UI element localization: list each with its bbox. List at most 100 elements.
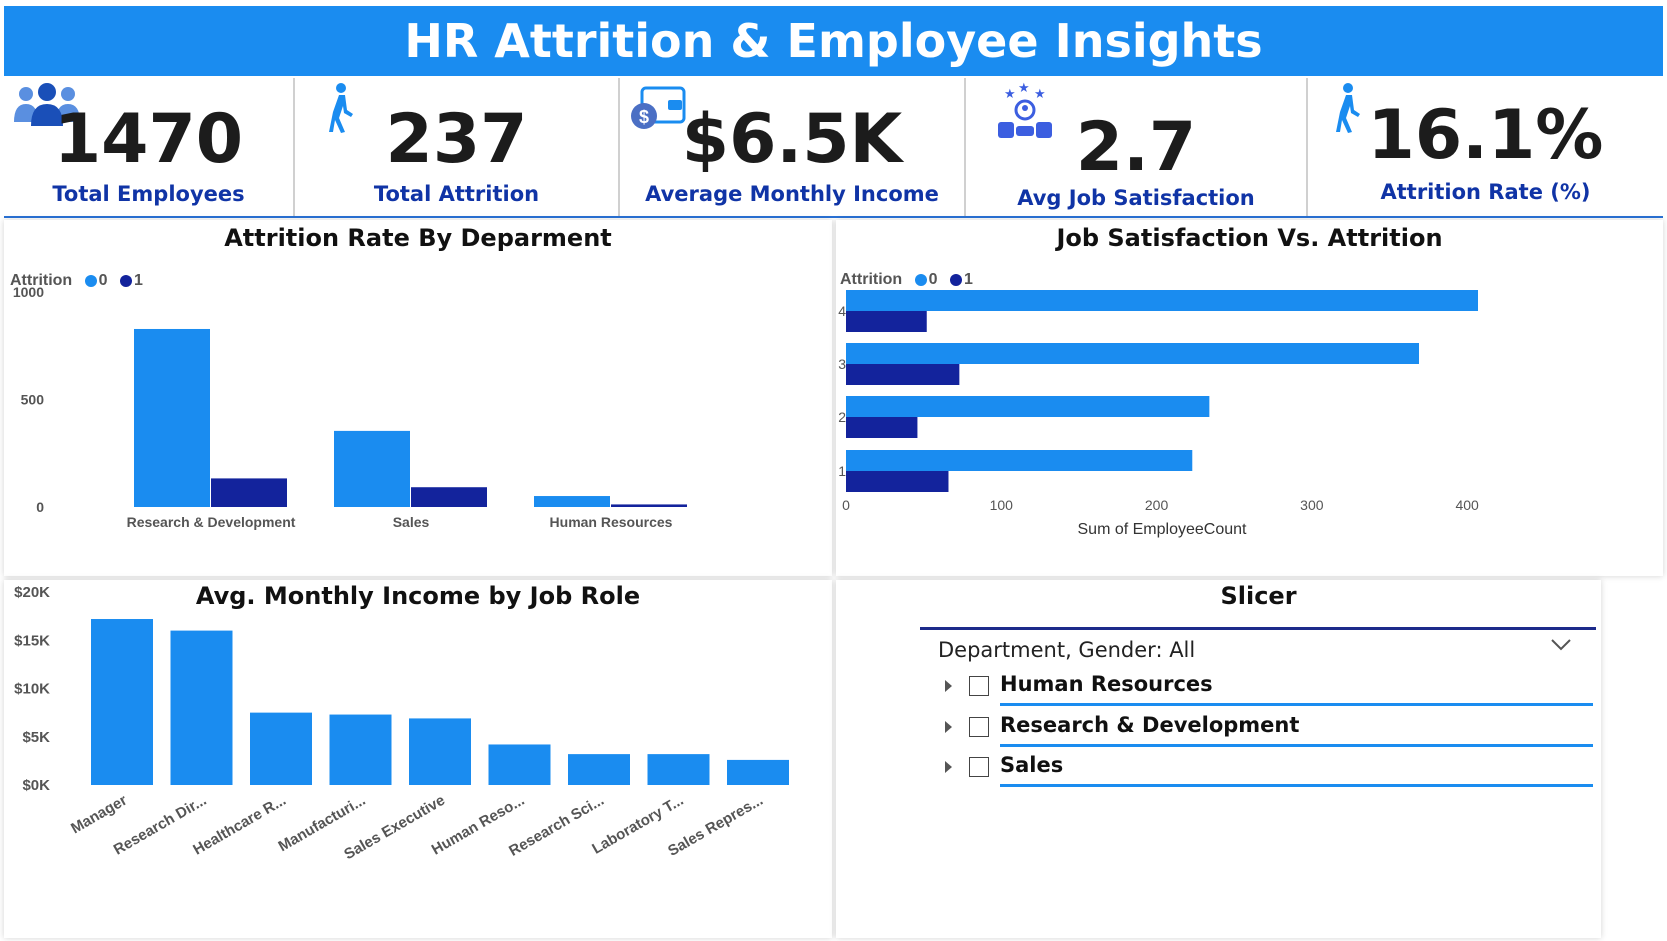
- svg-text:$: $: [639, 107, 649, 127]
- y-tick-label: 3: [838, 356, 846, 372]
- legend-title: Attrition: [840, 271, 903, 288]
- slicer-item-label: Sales: [1000, 753, 1064, 777]
- legend-item-1: 1: [964, 271, 973, 288]
- chevron-down-icon[interactable]: [1550, 636, 1572, 657]
- x-tick-label: Human Resources: [550, 514, 673, 530]
- y-tick-label: $10K: [14, 681, 50, 698]
- bar-0: [846, 450, 1193, 471]
- x-tick-label: 300: [1300, 497, 1324, 513]
- chart-legend: Attrition 0 1: [840, 271, 973, 289]
- kpi-value: $6.5K: [681, 100, 903, 179]
- slicer-item-label: Human Resources: [1000, 672, 1213, 696]
- expand-arrow-icon[interactable]: [945, 680, 952, 692]
- x-tick-label: 400: [1455, 497, 1479, 513]
- checkbox[interactable]: [969, 717, 989, 737]
- y-tick-label: 0: [36, 499, 44, 515]
- x-tick-label: Manager: [68, 792, 130, 838]
- kpi-label: Attrition Rate (%): [1380, 180, 1591, 204]
- x-tick-label: Sales: [393, 514, 430, 530]
- slicer-title: Slicer: [1220, 582, 1297, 610]
- checkbox[interactable]: [969, 757, 989, 777]
- slicer-panel: Slicer: [836, 580, 1601, 938]
- legend-item-1: 1: [134, 272, 143, 289]
- bar-1: [611, 504, 687, 507]
- kpi-card-average-monthly-income: $ $6.5K Average Monthly Income: [620, 78, 966, 217]
- legend-swatch-1: [120, 275, 133, 287]
- y-tick-label: 1000: [13, 284, 44, 300]
- slicer-item-research-development[interactable]: Research & Development: [943, 711, 1593, 747]
- bar-1: [846, 417, 918, 438]
- walking-person-icon: [325, 82, 359, 139]
- rating-thumbs-icon: ★ ★ ★: [996, 80, 1054, 147]
- bar: [170, 630, 233, 785]
- slicer-item-human-resources[interactable]: Human Resources: [943, 670, 1593, 706]
- slicer-item-underline: [1000, 784, 1593, 787]
- slicer-item-underline: [1000, 744, 1593, 747]
- y-tick-label: $0K: [22, 777, 50, 794]
- x-tick-label: 200: [1145, 497, 1169, 513]
- y-tick-label: 4: [838, 303, 846, 319]
- wallet-dollar-icon: $: [628, 82, 688, 137]
- bar: [568, 754, 630, 785]
- legend-item-0: 0: [928, 271, 938, 288]
- bar-0: [846, 343, 1419, 364]
- checkbox[interactable]: [969, 676, 989, 696]
- kpi-value: 16.1%: [1367, 96, 1604, 175]
- legend-title: Attrition: [10, 272, 73, 289]
- svg-text:★: ★: [1018, 82, 1030, 95]
- y-tick-label: 2: [838, 409, 846, 425]
- kpi-card-total-attrition: 237 Total Attrition: [295, 78, 620, 217]
- kpi-label: Total Attrition: [373, 182, 540, 206]
- chart-title: Avg. Monthly Income by Job Role: [195, 582, 641, 610]
- bar-1: [411, 487, 487, 507]
- kpi-value: 1470: [53, 100, 244, 179]
- kpi-card-avg-job-satisfaction: ★ ★ ★ 2.7 Avg Job Satisfaction: [966, 78, 1308, 217]
- kpi-card-total-employees: 1470 Total Employees: [4, 78, 295, 217]
- bar-0: [846, 290, 1478, 311]
- kpi-value: 2.7: [1075, 108, 1197, 187]
- slicer-item-underline: [1000, 703, 1593, 706]
- svg-text:★: ★: [1034, 86, 1046, 101]
- kpi-card-attrition-rate: 16.1% Attrition Rate (%): [1308, 78, 1663, 217]
- legend-swatch-1: [950, 274, 963, 286]
- slicer-header-label: Department, Gender: All: [938, 638, 1196, 662]
- bar: [488, 744, 551, 785]
- chart-attrition-by-department[interactable]: Attrition Rate By Deparment Attrition 0 …: [4, 220, 832, 576]
- walking-person-icon: [1332, 82, 1366, 139]
- y-tick-label: $15K: [14, 632, 50, 649]
- bar-1: [846, 311, 927, 332]
- chart-income-by-job-role[interactable]: Avg. Monthly Income by Job Role $0K $5K $1…: [4, 580, 832, 938]
- kpi-label: Avg Job Satisfaction: [1017, 186, 1255, 210]
- page-title: HR Attrition & Employee Insights: [4, 6, 1663, 76]
- y-tick-label: 1: [838, 463, 846, 479]
- bar: [91, 619, 153, 785]
- bar: [409, 718, 471, 785]
- slicer-item-sales[interactable]: Sales: [943, 751, 1593, 787]
- slicer-header[interactable]: Department, Gender: All: [920, 627, 1596, 672]
- chart-dept-plot: 0 500 1000 Research & Development Sales Human…: [13, 284, 687, 530]
- bar-1: [846, 364, 960, 385]
- chart-legend: Attrition 0 1: [10, 272, 143, 290]
- kpi-value: 237: [385, 100, 528, 179]
- chart-sat-plot: 4 3 2 1 0 100 200 300 400 Sum of EmployeeCount: [838, 290, 1479, 538]
- kpi-divider: [4, 216, 1663, 218]
- x-tick-label: 0: [842, 497, 850, 513]
- bar: [329, 714, 392, 785]
- expand-arrow-icon[interactable]: [945, 721, 952, 733]
- kpi-label: Average Monthly Income: [645, 182, 939, 206]
- bar-0: [334, 430, 410, 507]
- bar-0: [534, 496, 610, 507]
- bar-0: [134, 328, 210, 507]
- chart-job-satisfaction-vs-attrition[interactable]: Job Satisfaction Vs. Attrition Attrition…: [836, 220, 1663, 576]
- y-tick-label: $20K: [14, 584, 50, 601]
- bar-1: [846, 471, 949, 492]
- y-tick-label: 500: [21, 392, 45, 408]
- bar: [647, 754, 710, 785]
- bar: [250, 712, 312, 785]
- legend-swatch-0: [84, 275, 97, 287]
- expand-arrow-icon[interactable]: [945, 761, 952, 773]
- y-tick-label: $5K: [22, 729, 50, 746]
- chart-title: Job Satisfaction Vs. Attrition: [1056, 224, 1443, 252]
- bar: [727, 759, 789, 785]
